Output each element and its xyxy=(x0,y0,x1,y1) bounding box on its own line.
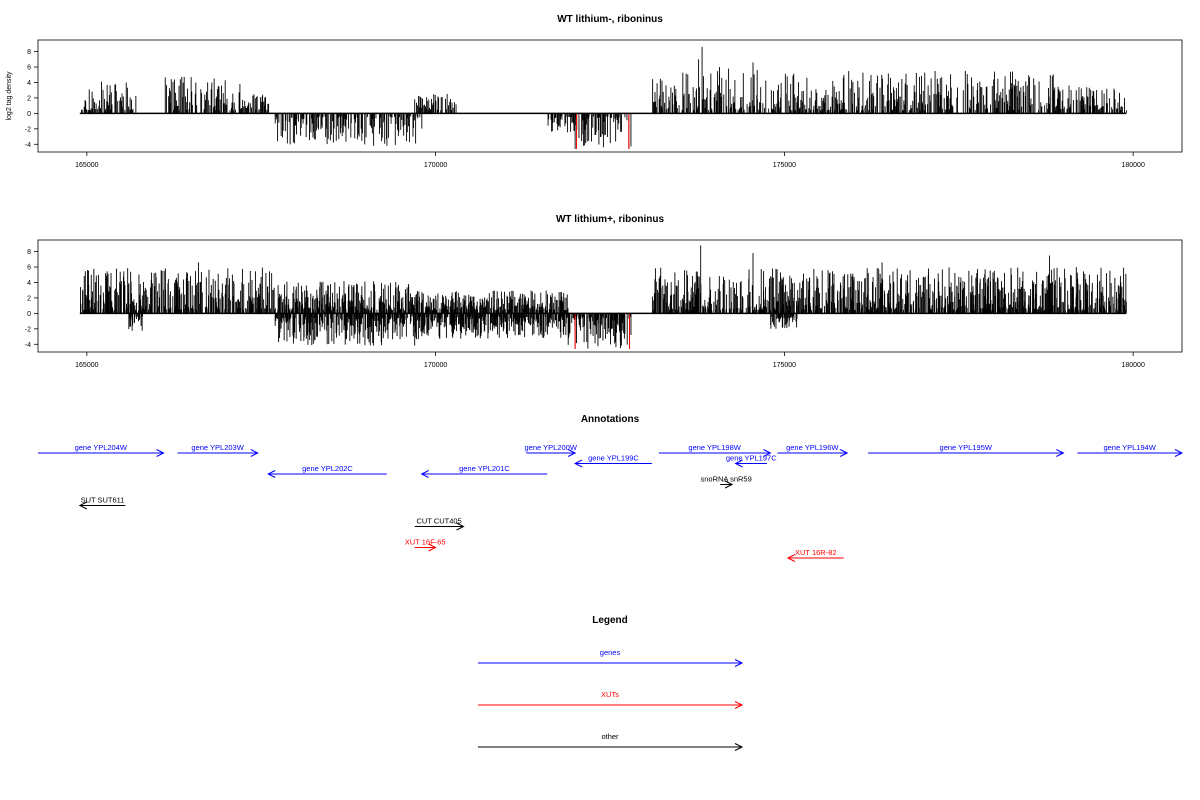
feature-label: gene YPL198W xyxy=(688,443,741,452)
x-tick-label: 175000 xyxy=(773,162,796,169)
x-tick-label: 170000 xyxy=(424,362,447,369)
feature-label: gene YPL194W xyxy=(1103,443,1156,452)
arrowhead-icon xyxy=(428,543,437,552)
legend-entry: XUTs xyxy=(478,690,744,709)
legend-label: other xyxy=(601,732,619,741)
arrowhead-icon xyxy=(763,449,772,457)
annotation-feature: gene YPL203W xyxy=(177,443,259,457)
feature-label: gene YPL203W xyxy=(191,443,244,452)
legend: Legend genes XUTs other xyxy=(478,615,744,751)
annotation-feature: gene YPL198W xyxy=(658,443,772,457)
feature-label: XUT 16F-65 xyxy=(405,538,446,547)
annotation-feature: XUT 16R-82 xyxy=(786,548,844,562)
annotation-feature: CUT CUT405 xyxy=(414,517,465,531)
y-tick-label: 2 xyxy=(27,95,31,102)
plot-frame xyxy=(37,239,1183,353)
x-tick-label: 165000 xyxy=(75,162,98,169)
annotation-feature: gene YPL194W xyxy=(1077,443,1184,457)
y-tick-label: 8 xyxy=(27,249,31,256)
arrowhead-icon xyxy=(78,501,88,510)
arrowhead-icon xyxy=(156,449,165,457)
y-tick-label: -2 xyxy=(25,326,31,333)
annotation-feature: gene YPL200W xyxy=(525,443,578,457)
x-tick-label: 180000 xyxy=(1121,362,1144,369)
arrowhead-icon xyxy=(250,449,259,457)
arrowhead-icon xyxy=(734,659,744,667)
arrowhead-icon xyxy=(1174,449,1184,457)
annotation-feature: XUT 16F-65 xyxy=(405,538,446,552)
density-bars xyxy=(81,46,1127,149)
y-tick-label: -4 xyxy=(25,342,31,349)
density-chart-lithium-minus: WT lithium-, riboninus -4 -2 0 2 4 6 8 log2 tag … xyxy=(6,14,1183,169)
arrowhead-icon xyxy=(267,470,276,478)
arrowhead-icon xyxy=(456,522,465,531)
annotation-feature: gene YPL204W xyxy=(38,443,165,457)
feature-label: gene YPL197C xyxy=(726,454,777,463)
y-axis-label: log2 tag density xyxy=(6,71,13,121)
y-tick-label: 0 xyxy=(27,311,31,318)
y-tick-label: 8 xyxy=(27,49,31,56)
feature-label: gene YPL195W xyxy=(940,443,993,452)
density-bars xyxy=(80,245,1127,349)
arrowhead-icon xyxy=(1056,449,1065,457)
legend-entry: other xyxy=(478,732,744,751)
arrowhead-icon xyxy=(734,743,744,751)
feature-label: gene YPL200W xyxy=(525,443,578,452)
annotation-feature: gene YPL195W xyxy=(868,443,1065,457)
y-tick-label: -4 xyxy=(25,142,31,149)
plot-frame xyxy=(37,39,1183,153)
y-tick-label: 4 xyxy=(27,80,31,87)
x-tick-label: 165000 xyxy=(75,362,98,369)
annotation-feature: SUT SUT611 xyxy=(78,496,126,510)
feature-label: gene YPL196W xyxy=(786,443,839,452)
y-tick-label: 2 xyxy=(27,295,31,302)
feature-label: gene YPL201C xyxy=(459,464,510,473)
legend-label: genes xyxy=(600,648,621,657)
chart-title: WT lithium+, riboninus xyxy=(556,214,664,225)
x-tick-label: 170000 xyxy=(424,162,447,169)
feature-label: XUT 16R-82 xyxy=(795,548,837,557)
arrowhead-icon xyxy=(839,449,849,457)
annotation-feature: gene YPL202C xyxy=(267,464,387,478)
y-tick-label: 6 xyxy=(27,65,31,72)
legend-title: Legend xyxy=(592,615,628,626)
legend-label: XUTs xyxy=(601,690,619,699)
y-tick-label: -2 xyxy=(25,126,31,133)
arrowhead-icon xyxy=(786,554,796,562)
feature-label: CUT CUT405 xyxy=(416,517,461,526)
chart-title: WT lithium-, riboninus xyxy=(557,14,663,25)
arrowhead-icon xyxy=(724,480,734,489)
density-chart-lithium-plus: WT lithium+, riboninus -4 -2 0 2 4 6 8 165000 170… xyxy=(25,214,1183,369)
annotation-feature: gene YPL196W xyxy=(777,443,849,457)
arrowhead-icon xyxy=(734,701,744,709)
annotation-feature: gene YPL199C xyxy=(574,454,652,468)
feature-label: SUT SUT611 xyxy=(81,496,125,505)
y-tick-label: 0 xyxy=(27,111,31,118)
arrowhead-icon xyxy=(420,470,429,478)
y-tick-label: 6 xyxy=(27,265,31,272)
x-tick-label: 180000 xyxy=(1121,162,1144,169)
annotation-feature: snoRNA snR59 xyxy=(701,475,752,489)
y-tick-label: 4 xyxy=(27,280,31,287)
arrowhead-icon xyxy=(574,459,583,468)
feature-label: snoRNA snR59 xyxy=(701,475,752,484)
x-tick-label: 175000 xyxy=(773,362,796,369)
annotation-feature: gene YPL201C xyxy=(420,464,548,478)
feature-label: gene YPL202C xyxy=(302,464,353,473)
arrowhead-icon xyxy=(567,449,577,457)
annotation-track: Annotations gene YPL204W gene YPL203W gene … xyxy=(38,414,1184,562)
feature-label: gene YPL204W xyxy=(75,443,128,452)
arrowhead-icon xyxy=(734,459,743,468)
annotation-feature: gene YPL197C xyxy=(726,454,777,468)
feature-label: gene YPL199C xyxy=(588,454,639,463)
annotations-title: Annotations xyxy=(581,414,640,425)
legend-entry: genes xyxy=(478,648,744,667)
